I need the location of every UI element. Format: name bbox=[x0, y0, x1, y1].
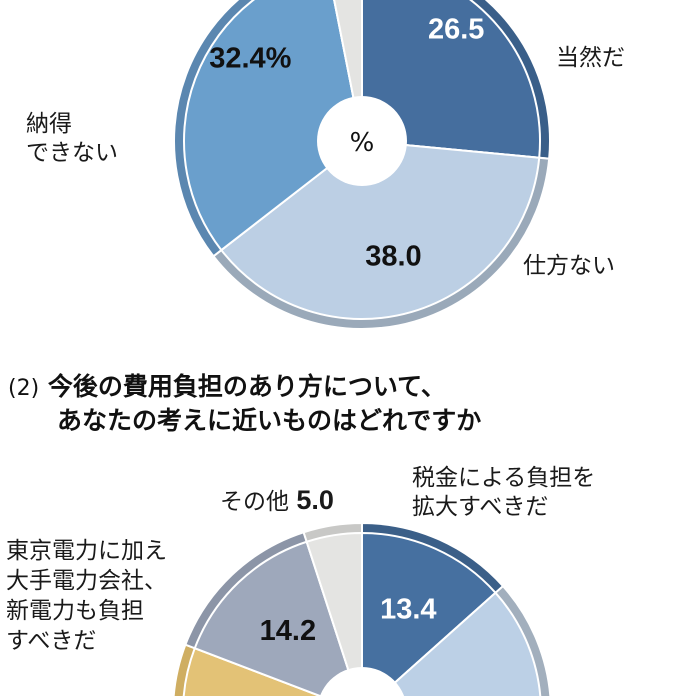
pie-slice bbox=[183, 0, 364, 252]
label-sonota: その他 5.0 bbox=[220, 485, 334, 516]
label-shikatanai: 仕方ない bbox=[523, 253, 615, 279]
pie-center-hole bbox=[317, 96, 407, 186]
slice-value-label: 32.4% bbox=[209, 42, 291, 74]
pie-slice bbox=[361, 531, 497, 696]
label-nattoku-dekinai: 納得 できない bbox=[26, 111, 118, 166]
label-tokyo-denryoku: 東京電力に加え 大手電力会社、 新電力も負担 すべきだ bbox=[6, 538, 167, 654]
slice-value-label: 38.0 bbox=[365, 240, 421, 272]
label-zeikin: 税金による負担を 拡大すべきだ bbox=[412, 465, 596, 520]
pie-chart-2: 13.4 14.2 bbox=[172, 521, 552, 696]
sonota-value: 5.0 bbox=[296, 485, 334, 515]
pie-slice bbox=[305, 531, 363, 696]
pie-slice bbox=[193, 540, 358, 696]
question-number: (2) bbox=[8, 376, 40, 401]
center-percent-label: % bbox=[350, 128, 375, 158]
slice-value-label: 26.5 bbox=[428, 14, 484, 46]
pie-slice bbox=[378, 591, 542, 696]
slice-value-label: 13.4 bbox=[380, 594, 436, 626]
pie-slice bbox=[361, 0, 541, 159]
slice-value-label: 14.2 bbox=[260, 615, 316, 647]
question-2-line1: (2) 今後の費用負担のあり方について、 bbox=[8, 372, 446, 401]
pie-slice bbox=[219, 139, 541, 320]
pie-chart-1: 26.5 38.0 32.4%% bbox=[173, 0, 551, 330]
pie-slice bbox=[333, 0, 363, 142]
question-2-line2: あなたの考えに近いものはどれですか bbox=[57, 406, 482, 435]
label-touzen: 当然だ bbox=[556, 45, 625, 71]
pie-center-hole bbox=[319, 667, 405, 696]
